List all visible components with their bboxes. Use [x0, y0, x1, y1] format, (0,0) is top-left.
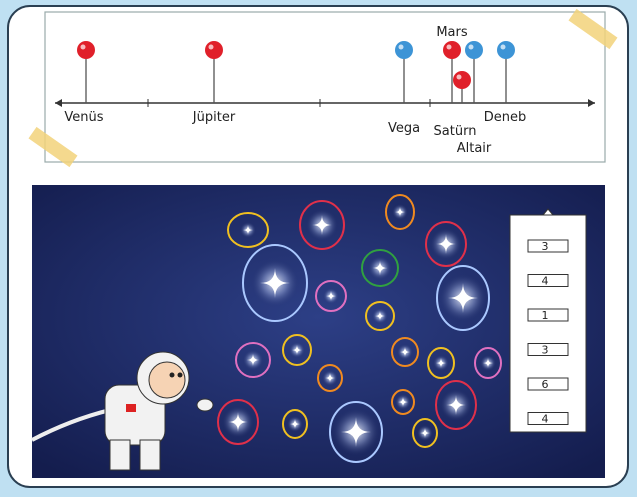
- answer-value: 3: [542, 344, 549, 357]
- worksheet: Venüs Jüpiter Vega Mars Satürn Altair Deneb 3 4…: [0, 0, 637, 493]
- pin-label: Deneb: [484, 110, 527, 125]
- glove: [197, 399, 213, 411]
- pin-head: [395, 41, 413, 59]
- pin-head: [497, 41, 515, 59]
- answer-value: 6: [542, 378, 549, 391]
- pin-label: Satürn: [434, 124, 477, 139]
- pin-label: Venüs: [64, 110, 103, 125]
- pin-shine: [447, 45, 452, 50]
- flag: [126, 404, 136, 412]
- pin-shine: [81, 45, 86, 50]
- answer-value: 4: [542, 275, 549, 288]
- leg: [140, 440, 160, 470]
- eye: [170, 373, 175, 378]
- pin-label: Mars: [436, 25, 468, 40]
- pin-head: [465, 41, 483, 59]
- pin-head: [443, 41, 461, 59]
- pin-shine: [501, 45, 506, 50]
- answer-value: 4: [542, 413, 549, 426]
- answer-value: 1: [542, 309, 549, 322]
- pin-head: [77, 41, 95, 59]
- pin-shine: [457, 75, 462, 80]
- timeline-panel: [45, 12, 605, 162]
- leg: [110, 440, 130, 470]
- answer-value: 3: [542, 240, 549, 253]
- pin-head: [453, 71, 471, 89]
- pin-label: Altair: [457, 141, 492, 156]
- pin-label: Vega: [388, 121, 420, 136]
- face: [149, 362, 185, 398]
- pin-label: Jüpiter: [192, 110, 236, 125]
- pin-shine: [469, 45, 474, 50]
- eye: [178, 373, 183, 378]
- pin-shine: [209, 45, 214, 50]
- pin-head: [205, 41, 223, 59]
- page: Venüs Jüpiter Vega Mars Satürn Altair Deneb 3 4…: [0, 0, 637, 493]
- pin-shine: [399, 45, 404, 50]
